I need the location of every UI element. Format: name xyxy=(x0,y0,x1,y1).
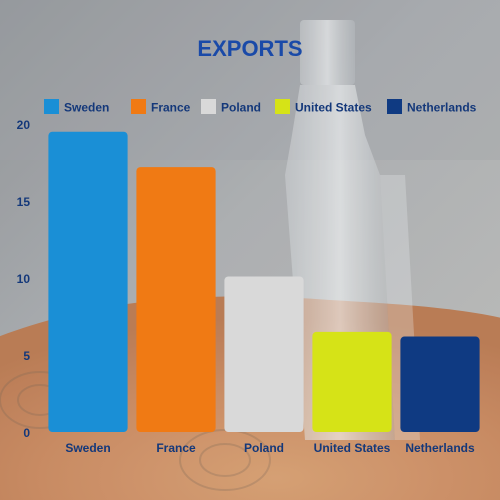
bar-united-states xyxy=(312,331,392,432)
x-axis: Sweden France Poland United States Netherlan… xyxy=(65,441,475,455)
legend: Sweden France Poland United States Netherlan… xyxy=(44,99,477,115)
bar-poland xyxy=(224,276,304,432)
chart-title: EXPORTS xyxy=(197,36,302,61)
bars xyxy=(48,131,480,432)
legend-label: United States xyxy=(295,101,372,115)
y-tick-label: 15 xyxy=(17,195,31,209)
legend-swatch xyxy=(275,99,290,114)
bar-sweden xyxy=(48,131,128,432)
legend-swatch xyxy=(44,99,59,114)
legend-item-france: France xyxy=(131,99,191,115)
legend-swatch xyxy=(201,99,216,114)
legend-item-united-states: United States xyxy=(275,99,372,115)
x-tick-label: United States xyxy=(314,441,391,455)
legend-item-netherlands: Netherlands xyxy=(387,99,477,115)
legend-label: Netherlands xyxy=(407,101,477,115)
y-tick-label: 5 xyxy=(23,349,30,363)
y-tick-label: 20 xyxy=(17,118,31,132)
y-tick-label: 10 xyxy=(17,272,31,286)
x-tick-label: France xyxy=(156,441,196,455)
x-tick-label: Poland xyxy=(244,441,284,455)
legend-label: Sweden xyxy=(64,101,109,115)
legend-item-poland: Poland xyxy=(201,99,261,115)
legend-swatch xyxy=(387,99,402,114)
legend-item-sweden: Sweden xyxy=(44,99,109,115)
y-axis: 0 5 10 15 20 xyxy=(17,118,31,440)
x-tick-label: Netherlands xyxy=(405,441,475,455)
bar-france xyxy=(136,167,216,432)
x-tick-label: Sweden xyxy=(65,441,110,455)
y-tick-label: 0 xyxy=(23,426,30,440)
legend-swatch xyxy=(131,99,146,114)
legend-label: France xyxy=(151,101,191,115)
legend-label: Poland xyxy=(221,101,261,115)
bar-netherlands xyxy=(400,336,480,432)
